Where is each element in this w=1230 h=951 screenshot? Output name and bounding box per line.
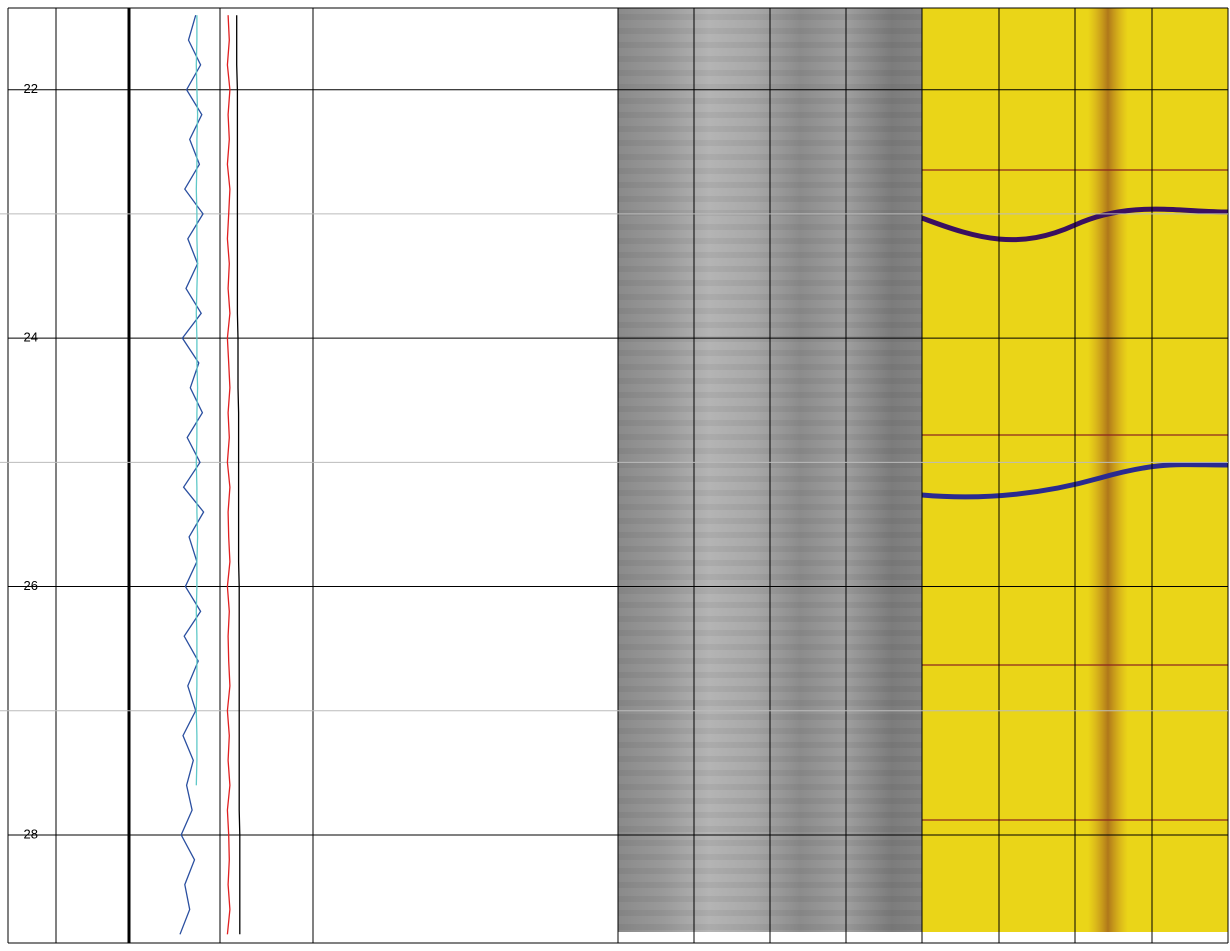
log-curve bbox=[179, 15, 205, 935]
y-tick-label: 28 bbox=[24, 826, 38, 841]
track-borders bbox=[7, 7, 1229, 944]
log-curve bbox=[195, 15, 199, 786]
log-curve bbox=[226, 15, 231, 935]
y-tick-label: 22 bbox=[24, 81, 38, 96]
y-tick-label: 26 bbox=[24, 578, 38, 593]
y-tick-label: 24 bbox=[24, 330, 38, 345]
fracture bbox=[921, 462, 1229, 500]
log-curve bbox=[236, 15, 241, 935]
